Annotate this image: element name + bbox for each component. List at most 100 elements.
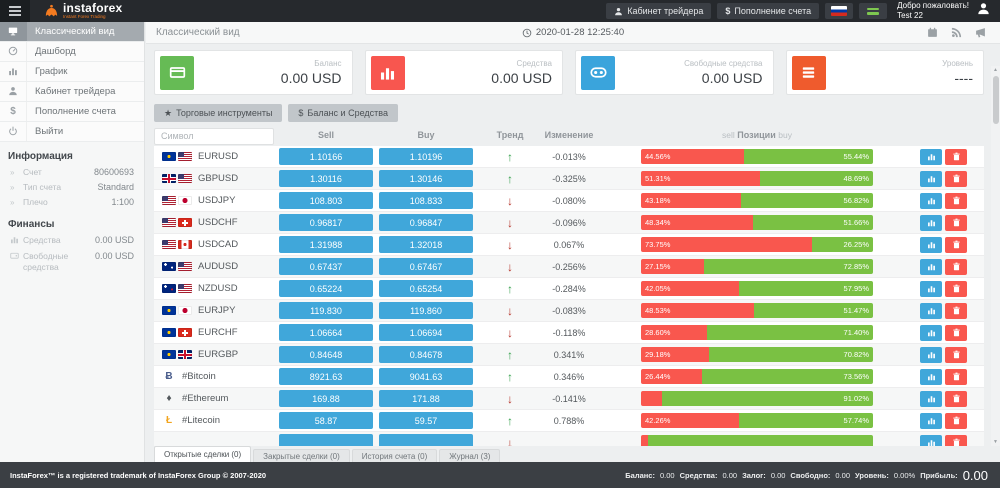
row-label: Свободные средства: [23, 251, 69, 272]
buy-price-button[interactable]: 0.67467: [379, 258, 473, 275]
buy-price-button[interactable]: 1.30146: [379, 170, 473, 187]
buy-price-button[interactable]: 0.96847: [379, 214, 473, 231]
buy-price-button[interactable]: 0.84678: [379, 346, 473, 363]
sell-price-button[interactable]: 1.30116: [279, 170, 373, 187]
remove-symbol-button[interactable]: [945, 368, 967, 385]
buy-price-button[interactable]: 9041.63: [379, 368, 473, 385]
positions-sell-segment: 27.15%: [641, 259, 704, 274]
scrollbar-thumb[interactable]: [992, 76, 999, 124]
buy-price-button[interactable]: 1.10196: [379, 148, 473, 165]
secondary-flag-button[interactable]: [859, 3, 888, 19]
remove-symbol-button[interactable]: [945, 324, 967, 341]
open-chart-button[interactable]: [920, 390, 942, 407]
sidebar-finance-title: Финансы: [8, 219, 55, 230]
open-chart-button[interactable]: [920, 236, 942, 253]
open-chart-button[interactable]: [920, 214, 942, 231]
row-value: 1:100: [111, 197, 134, 207]
footer-stat-label: Средства:: [679, 470, 718, 480]
sidebar-item-3[interactable]: График: [0, 62, 144, 82]
view-tab-1[interactable]: ★ Торговые инструменты: [154, 104, 283, 122]
open-chart-button[interactable]: [920, 302, 942, 319]
view-tab-2[interactable]: $ Баланс и Средства: [288, 104, 398, 122]
remove-symbol-button[interactable]: [945, 280, 967, 297]
buy-price-button[interactable]: 108.833: [379, 192, 473, 209]
calendar-icon[interactable]: [927, 27, 938, 38]
remove-symbol-button[interactable]: [945, 390, 967, 407]
buy-price-button[interactable]: 1.32018: [379, 236, 473, 253]
remove-symbol-button[interactable]: [945, 258, 967, 275]
open-chart-button[interactable]: [920, 412, 942, 429]
buy-price-button[interactable]: 1.06694: [379, 324, 473, 341]
remove-symbol-button[interactable]: [945, 236, 967, 253]
sidebar-item-4[interactable]: Кабинет трейдера: [0, 82, 144, 102]
symbol-cell: Ł #Litecoin: [154, 415, 276, 426]
power-icon: [8, 123, 18, 141]
sell-price-button[interactable]: 0.65224: [279, 280, 373, 297]
buy-price-button[interactable]: 171.88: [379, 390, 473, 407]
trader-cabinet-button[interactable]: Кабинет трейдера: [606, 3, 712, 19]
open-chart-button[interactable]: [920, 170, 942, 187]
remove-symbol-button[interactable]: [945, 346, 967, 363]
deals-tab-3[interactable]: История счета (0): [351, 449, 438, 462]
nz-flag-icon: [162, 284, 176, 293]
open-chart-button[interactable]: [920, 148, 942, 165]
buy-price-button[interactable]: [379, 434, 473, 446]
sell-price-button[interactable]: 0.84648: [279, 346, 373, 363]
sidebar-item-6[interactable]: Выйти: [0, 122, 144, 142]
scroll-up-arrow-icon[interactable]: ▲: [993, 67, 998, 73]
sidebar-item-5[interactable]: $ Пополнение счета: [0, 102, 144, 122]
menu-toggle-icon[interactable]: [0, 0, 30, 22]
positions-buy-segment: 56.82%: [741, 193, 873, 208]
open-chart-button[interactable]: [920, 258, 942, 275]
positions-bar: 51.31% 48.69%: [641, 171, 873, 186]
remove-symbol-button[interactable]: [945, 214, 967, 231]
remove-symbol-button[interactable]: [945, 192, 967, 209]
open-chart-button[interactable]: [920, 192, 942, 209]
sell-price-button[interactable]: 119.830: [279, 302, 373, 319]
symbol-cell: USDJPY: [154, 195, 276, 206]
quote-row: EURGBP 0.84648 0.84678 ↑ 0.341% 29.18% 70.82%: [154, 344, 984, 366]
quote-row: EURCHF 1.06664 1.06694 ↓ -0.118% 28.60% 71.40%: [154, 322, 984, 344]
buy-price-button[interactable]: 59.57: [379, 412, 473, 429]
remove-symbol-button[interactable]: [945, 170, 967, 187]
buy-price-button[interactable]: 119.860: [379, 302, 473, 319]
sell-price-button[interactable]: 1.10166: [279, 148, 373, 165]
sidebar-item-1[interactable]: Классический вид: [0, 22, 144, 42]
sell-price-button[interactable]: 8921.63: [279, 368, 373, 385]
sidebar-item-2[interactable]: Дашборд: [0, 42, 144, 62]
sell-price-button[interactable]: 1.06664: [279, 324, 373, 341]
remove-symbol-button[interactable]: [945, 412, 967, 429]
sell-price-button[interactable]: 1.31988: [279, 236, 373, 253]
sell-price-button[interactable]: [279, 434, 373, 446]
sell-price-button[interactable]: 58.87: [279, 412, 373, 429]
deals-tab-2[interactable]: Закрытые сделки (0): [253, 449, 350, 462]
open-chart-button[interactable]: [920, 324, 942, 341]
symbol-filter-input[interactable]: [154, 127, 274, 145]
card-value: 0.00 USD: [701, 70, 763, 86]
sell-price-button[interactable]: 0.67437: [279, 258, 373, 275]
dollar-icon: $: [298, 108, 304, 118]
language-russian-flag-button[interactable]: [825, 3, 854, 19]
sell-price-button[interactable]: 0.96817: [279, 214, 373, 231]
sell-price-button[interactable]: 169.88: [279, 390, 373, 407]
vertical-scrollbar[interactable]: ▲ ▼: [991, 66, 1000, 446]
open-chart-button[interactable]: [920, 280, 942, 297]
buy-price-button[interactable]: 0.65254: [379, 280, 473, 297]
remove-symbol-button[interactable]: [945, 434, 967, 446]
change-value: -0.325%: [552, 173, 586, 184]
scroll-down-arrow-icon[interactable]: ▼: [993, 439, 998, 445]
remove-symbol-button[interactable]: [945, 148, 967, 165]
sell-price-button[interactable]: 108.803: [279, 192, 373, 209]
eu-flag-icon: [162, 152, 176, 161]
user-avatar-button[interactable]: [977, 2, 990, 20]
open-chart-button[interactable]: [920, 368, 942, 385]
deals-tab-4[interactable]: Журнал (3): [439, 449, 501, 462]
card-value: 0.00 USD: [491, 70, 552, 86]
megaphone-icon[interactable]: [975, 27, 986, 38]
deals-tab-1[interactable]: Открытые сделки (0): [154, 446, 252, 462]
open-chart-button[interactable]: [920, 434, 942, 446]
remove-symbol-button[interactable]: [945, 302, 967, 319]
rss-icon[interactable]: [951, 27, 962, 38]
open-chart-button[interactable]: [920, 346, 942, 363]
deposit-button[interactable]: $ Пополнение счета: [717, 3, 820, 19]
